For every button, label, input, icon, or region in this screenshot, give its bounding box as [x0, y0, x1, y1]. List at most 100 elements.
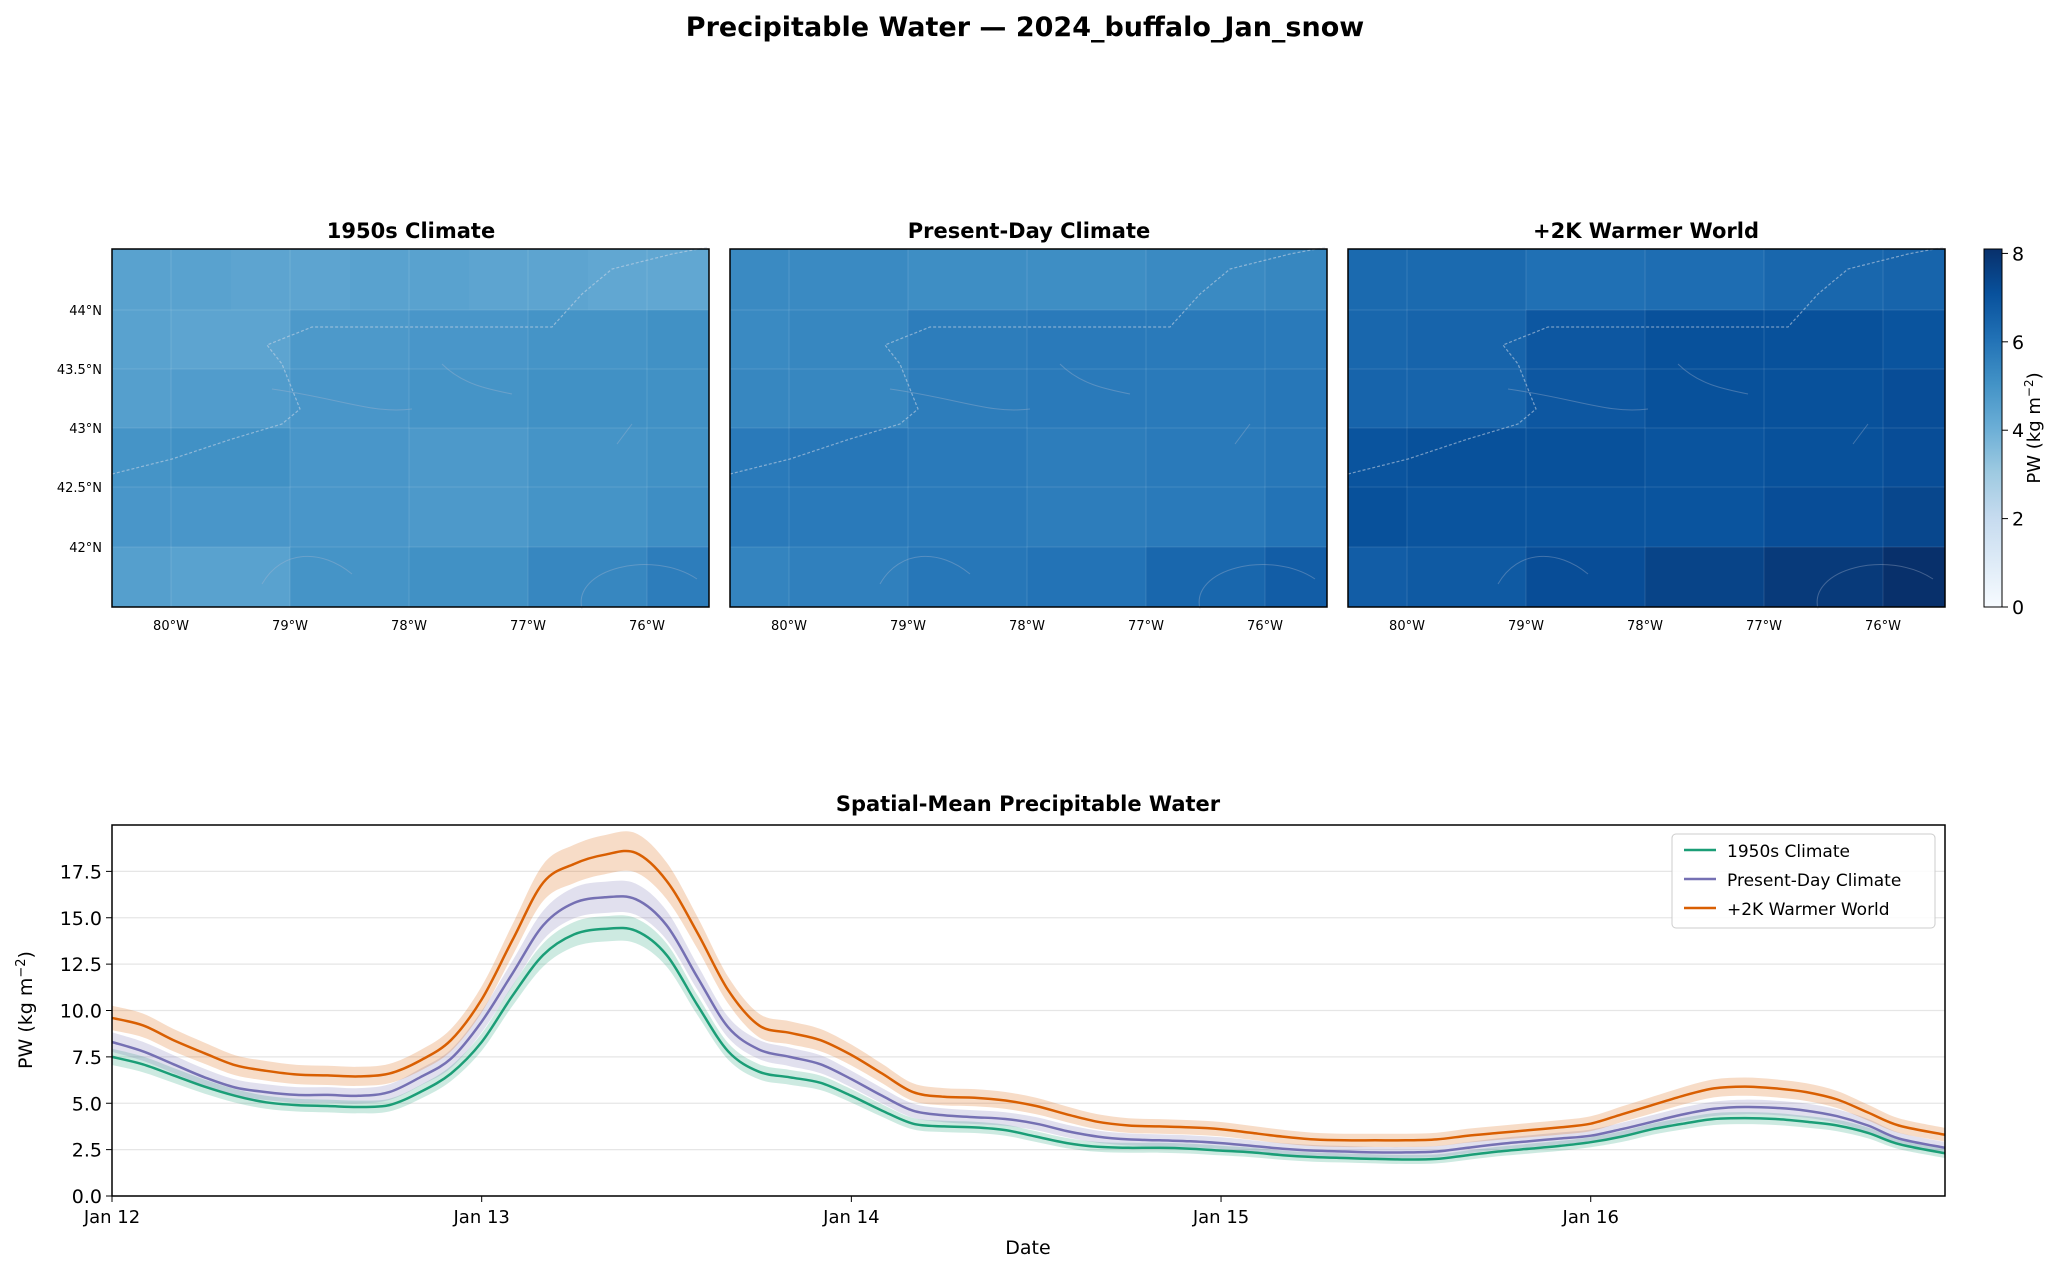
y-tick-label: 17.5 [60, 861, 102, 883]
map-cell [112, 369, 172, 429]
lat-tick-label: 42°N [69, 541, 102, 556]
map-cell [908, 547, 1028, 608]
map-cell [1645, 487, 1765, 548]
map-cell [1027, 369, 1147, 429]
chart-x-axis: Jan 12 Jan 13 Jan 14 Jan 15 Jan 16 [83, 1196, 1619, 1228]
chart-y-axis: 0.0 2.5 5.0 7.5 10.0 12.5 15.0 17.5 [60, 861, 112, 1208]
series-line [111, 895, 1946, 1154]
x-tick-label: Jan 14 [822, 1207, 879, 1228]
map-cell [171, 369, 291, 429]
map-cell [789, 310, 909, 370]
map-cell [908, 369, 1028, 429]
map-cell [171, 547, 291, 608]
map-cell [1027, 487, 1147, 548]
map-cell [528, 369, 648, 429]
map-cell [409, 487, 529, 548]
chart-title: Spatial-Mean Precipitable Water [836, 792, 1221, 816]
lon-tick-label: 77°W [510, 619, 546, 634]
map-cell [112, 547, 172, 608]
map-cell [112, 249, 232, 311]
map-cell [1764, 249, 1884, 311]
map-cell [1265, 547, 1328, 608]
map-cell [789, 428, 909, 488]
map-cell [1645, 310, 1765, 370]
map-cell [350, 249, 470, 311]
map-cell [908, 249, 1028, 311]
map-cell [1526, 547, 1646, 608]
chart-gridlines [112, 870, 1945, 1197]
map-cell [1027, 547, 1147, 608]
map-cell [1348, 369, 1408, 429]
map-cell [1146, 369, 1266, 429]
map-title-present-day: Present-Day Climate [908, 219, 1151, 243]
map-cell [1265, 369, 1328, 429]
map-title-1950s: 1950s Climate [327, 219, 495, 243]
map-cell [1764, 487, 1884, 548]
lat-axis-1950s: 44°N 43.5°N 43°N 42.5°N 42°N [57, 304, 102, 556]
map-cell [1526, 369, 1646, 429]
y-tick-label: 10.0 [60, 1001, 102, 1023]
map-cell [1407, 487, 1527, 548]
y-tick-label: 15.0 [60, 908, 102, 930]
map-cell [730, 369, 790, 429]
map-cell [1883, 310, 1946, 370]
map-cell [1883, 487, 1946, 548]
chart-legend: 1950s Climate Present-Day Climate +2K Wa… [1671, 833, 1936, 929]
lon-tick-label: 78°W [1627, 619, 1663, 634]
map-cell [528, 310, 648, 370]
map-grid-plus2k [1348, 249, 1946, 608]
chart-series-lines [111, 849, 1946, 1161]
map-cell [1764, 369, 1884, 429]
colorbar-ticks: 0 2 4 6 8 [2002, 243, 2024, 619]
y-tick-label: 2.5 [72, 1140, 102, 1162]
map-cell [1645, 249, 1765, 311]
timeseries-chart: Spatial-Mean Precipitable Water 0.0 2.5 5.… [14, 792, 1946, 1259]
map-cell [112, 487, 172, 548]
map-cell [469, 249, 589, 311]
colorbar-tick-label: 4 [2012, 420, 2024, 442]
map-cell [908, 428, 1028, 488]
colorbar-tick-label: 6 [2012, 332, 2024, 354]
x-tick-label: Jan 12 [83, 1207, 140, 1228]
map-cell [1645, 547, 1765, 608]
map-cell [290, 310, 410, 370]
lon-tick-label: 79°W [272, 619, 308, 634]
map-cell [730, 487, 790, 548]
chart-ylabel: PW (kg m−2) [14, 951, 37, 1069]
series-band [112, 915, 1945, 1165]
map-cell [1146, 249, 1266, 311]
map-cell [1407, 310, 1527, 370]
map-panel-1950s: 1950s Climate 80°W 79°W 78°W 77°W 76°W 44°N4… [57, 219, 710, 634]
lat-tick-label: 43.5°N [57, 363, 102, 378]
map-cell [1027, 310, 1147, 370]
lon-tick-label: 76°W [1247, 619, 1283, 634]
map-cell [1146, 487, 1266, 548]
map-cell [409, 428, 529, 488]
colorbar: 0 2 4 6 8 PW (kg m−2) [1983, 243, 2045, 619]
map-cell [290, 428, 410, 488]
x-tick-label: Jan 15 [1192, 1207, 1249, 1228]
series-line [111, 849, 1946, 1142]
map-cell [171, 487, 291, 548]
map-title-plus2k: +2K Warmer World [1533, 219, 1759, 243]
map-cell [1265, 310, 1328, 370]
map-cell [1265, 487, 1328, 548]
map-cell [1883, 249, 1946, 311]
map-grid-present-day [730, 249, 1328, 608]
map-cell [789, 249, 909, 311]
map-cell [1027, 249, 1147, 311]
map-cell [231, 249, 351, 311]
map-cell [290, 487, 410, 548]
lon-axis-present-day: 80°W 79°W 78°W 77°W 76°W [771, 619, 1283, 634]
map-cell [1348, 249, 1408, 311]
map-cell [1883, 428, 1946, 488]
map-cell [1027, 428, 1147, 488]
map-frame-plus2k [1347, 248, 1946, 608]
lon-tick-label: 79°W [890, 619, 926, 634]
legend-box [1671, 833, 1936, 929]
map-cell [1146, 428, 1266, 488]
lon-tick-label: 78°W [391, 619, 427, 634]
y-tick-label: 5.0 [72, 1093, 102, 1115]
y-tick-label: 0.0 [72, 1186, 102, 1208]
